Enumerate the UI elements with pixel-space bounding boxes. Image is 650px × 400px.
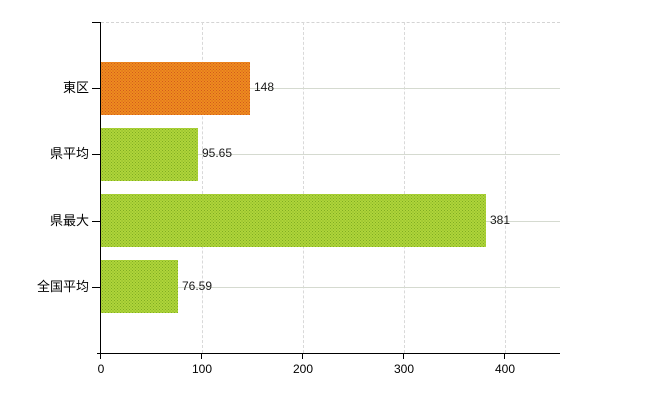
x-axis-tick-label: 400 <box>494 362 516 376</box>
bar-value-label: 76.59 <box>182 278 213 293</box>
x-axis-tick <box>504 353 505 359</box>
bar <box>101 194 486 248</box>
bar <box>101 61 250 115</box>
x-axis-tick <box>100 353 101 359</box>
gridline-horizontal <box>101 286 560 288</box>
gridline-horizontal <box>101 88 560 90</box>
gridline-vertical <box>303 22 304 353</box>
category-tick <box>92 286 101 288</box>
category-tick <box>92 154 101 156</box>
category-tick <box>92 88 101 90</box>
x-axis-tick <box>302 353 303 359</box>
x-axis-tick <box>403 353 404 359</box>
x-axis-tick-label: 200 <box>292 362 314 376</box>
category-label: 県平均 <box>49 146 89 162</box>
category-label: 県最大 <box>49 212 89 228</box>
bar <box>101 260 178 314</box>
x-axis-tick-label: 0 <box>97 362 105 376</box>
y-axis-line <box>100 22 101 353</box>
category-label: 全国平均 <box>36 278 89 294</box>
category-label: 東区 <box>62 80 89 96</box>
bar-value-label: 381 <box>490 212 511 227</box>
x-axis-tick-label: 100 <box>191 362 213 376</box>
y-axis-end-tick <box>92 22 100 23</box>
bar-value-label: 148 <box>254 80 275 95</box>
bar-value-label: 95.65 <box>202 146 233 161</box>
gridline-horizontal <box>101 154 560 156</box>
gridline-vertical <box>202 22 203 353</box>
x-axis-tick <box>201 353 202 359</box>
x-axis-line <box>97 353 560 354</box>
gridline-vertical <box>404 22 405 353</box>
x-axis-tick-label: 300 <box>393 362 415 376</box>
bar <box>101 127 198 181</box>
plot-top-border <box>101 22 560 23</box>
category-tick <box>92 220 101 222</box>
gridline-vertical <box>505 22 506 353</box>
